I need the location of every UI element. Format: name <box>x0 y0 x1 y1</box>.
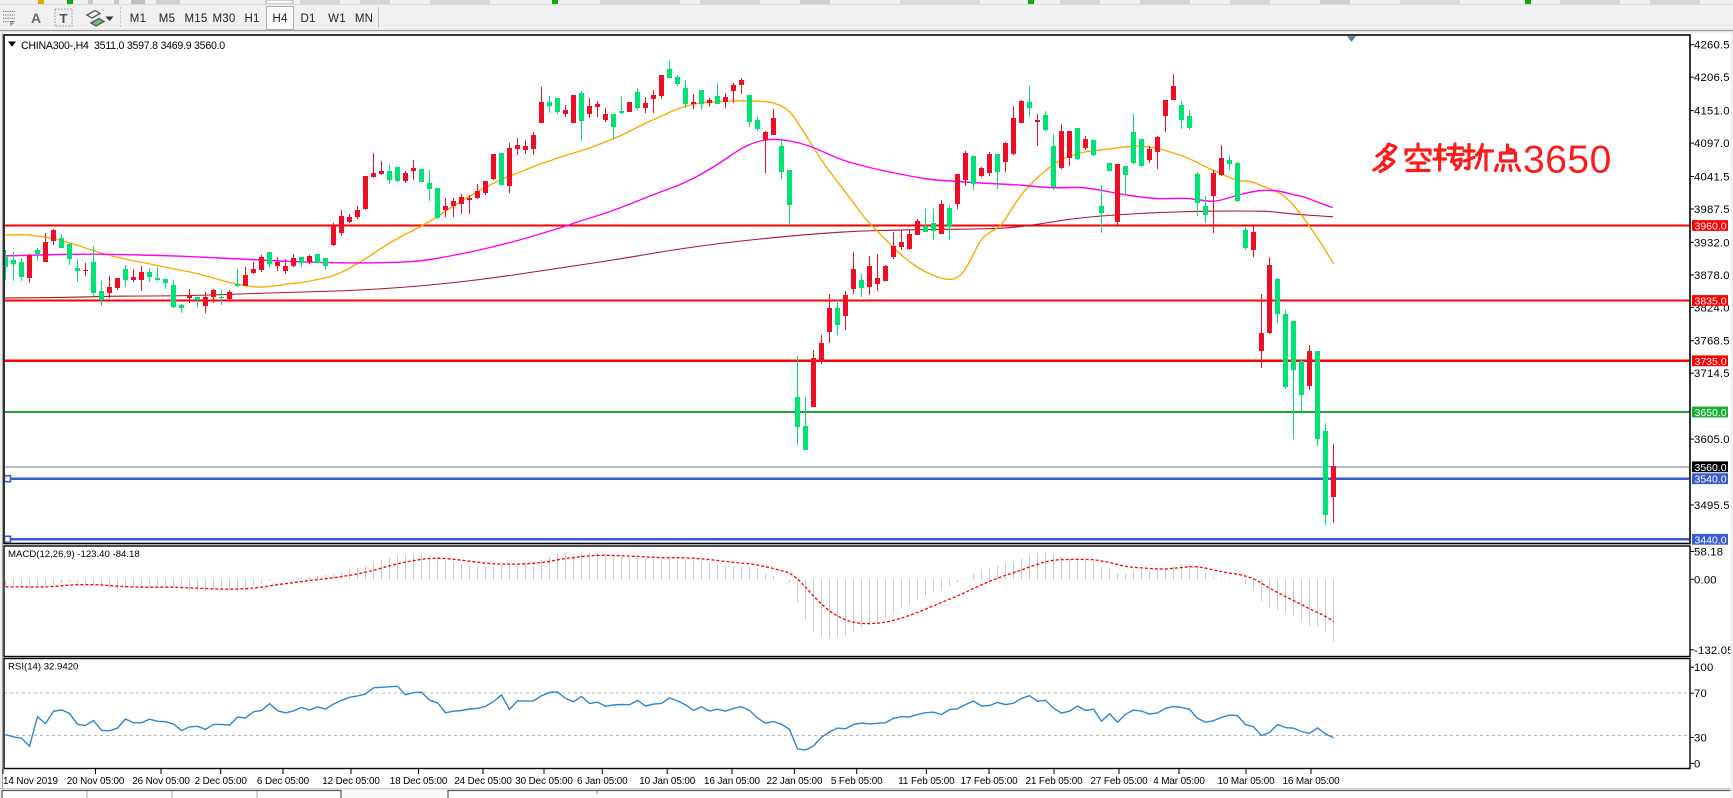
svg-text:M15: M15 <box>185 13 208 25</box>
svg-text:H4: H4 <box>272 13 288 25</box>
svg-text:4151.0: 4151.0 <box>1694 106 1730 118</box>
svg-text:MACD(12,26,9) -123.40 -84.18: MACD(12,26,9) -123.40 -84.18 <box>8 549 140 560</box>
svg-text:26 Nov 05:00: 26 Nov 05:00 <box>132 776 190 787</box>
svg-text:3835.0: 3835.0 <box>1695 296 1727 308</box>
svg-text:10 Jan 05:00: 10 Jan 05:00 <box>639 776 696 787</box>
svg-text:4260.5: 4260.5 <box>1694 40 1730 52</box>
svg-text:4041.5: 4041.5 <box>1694 172 1730 184</box>
svg-text:A: A <box>31 10 41 26</box>
svg-text:MN: MN <box>355 13 373 25</box>
svg-text:16 Jan 05:00: 16 Jan 05:00 <box>704 776 761 787</box>
svg-text:3987.5: 3987.5 <box>1694 204 1730 216</box>
svg-text:70: 70 <box>1694 688 1707 700</box>
svg-text:3768.5: 3768.5 <box>1694 336 1730 348</box>
svg-text:4 Mar 05:00: 4 Mar 05:00 <box>1153 776 1205 787</box>
svg-text:11 Feb 05:00: 11 Feb 05:00 <box>898 776 955 787</box>
svg-text:H1: H1 <box>244 13 259 25</box>
svg-text:6 Dec 05:00: 6 Dec 05:00 <box>257 776 310 787</box>
svg-text:14 Nov 2019: 14 Nov 2019 <box>3 776 59 787</box>
svg-text:4097.0: 4097.0 <box>1694 138 1730 150</box>
svg-text:M5: M5 <box>159 13 175 25</box>
svg-text:3878.0: 3878.0 <box>1694 270 1730 282</box>
svg-text:3735.0: 3735.0 <box>1695 356 1727 368</box>
svg-text:0.00: 0.00 <box>1694 574 1717 586</box>
svg-text:M30: M30 <box>213 13 236 25</box>
svg-text:6 Jan 05:00: 6 Jan 05:00 <box>577 776 628 787</box>
svg-text:22 Jan 05:00: 22 Jan 05:00 <box>766 776 823 787</box>
svg-text:3560.0: 3560.0 <box>1695 462 1727 474</box>
svg-text:4206.5: 4206.5 <box>1694 72 1730 84</box>
svg-text:3440.0: 3440.0 <box>1695 534 1727 546</box>
svg-text:27 Feb 05:00: 27 Feb 05:00 <box>1091 776 1149 787</box>
svg-text:3650.0: 3650.0 <box>1695 407 1727 419</box>
svg-text:RSI(14) 32.9420: RSI(14) 32.9420 <box>8 662 78 673</box>
svg-text:D1: D1 <box>300 13 315 25</box>
svg-text:18 Dec 05:00: 18 Dec 05:00 <box>390 776 448 787</box>
svg-text:12 Dec 05:00: 12 Dec 05:00 <box>322 776 380 787</box>
svg-text:5 Feb 05:00: 5 Feb 05:00 <box>831 776 883 787</box>
svg-text:3605.0: 3605.0 <box>1694 434 1730 446</box>
svg-text:3960.0: 3960.0 <box>1695 221 1727 233</box>
svg-text:24 Dec 05:00: 24 Dec 05:00 <box>454 776 512 787</box>
svg-text:M1: M1 <box>130 13 146 25</box>
svg-text:CHINA300-,H4 3511.0 3597.8 34: CHINA300-,H4 3511.0 3597.8 3469.9 3560.0 <box>21 40 225 52</box>
svg-text:3495.5: 3495.5 <box>1694 500 1730 512</box>
svg-text:-132.05: -132.05 <box>1694 645 1733 657</box>
svg-text:3540.0: 3540.0 <box>1695 474 1727 486</box>
svg-text:0: 0 <box>1694 758 1700 770</box>
svg-text:21 Feb 05:00: 21 Feb 05:00 <box>1026 776 1084 787</box>
svg-text:16 Mar 05:00: 16 Mar 05:00 <box>1283 776 1341 787</box>
svg-text:58.18: 58.18 <box>1694 547 1723 559</box>
svg-text:3714.5: 3714.5 <box>1694 368 1730 380</box>
svg-text:30 Dec 05:00: 30 Dec 05:00 <box>515 776 573 787</box>
svg-text:30: 30 <box>1694 732 1707 744</box>
svg-text:3650: 3650 <box>1523 139 1612 182</box>
svg-text:2 Dec 05:00: 2 Dec 05:00 <box>195 776 248 787</box>
svg-text:17 Feb 05:00: 17 Feb 05:00 <box>961 776 1019 787</box>
svg-text:10 Mar 05:00: 10 Mar 05:00 <box>1218 776 1276 787</box>
svg-text:20 Nov 05:00: 20 Nov 05:00 <box>67 776 125 787</box>
svg-text:T: T <box>60 11 68 26</box>
svg-text:W1: W1 <box>328 13 346 25</box>
svg-text:100: 100 <box>1694 662 1713 674</box>
svg-text:F: F <box>10 21 14 28</box>
svg-text:3932.0: 3932.0 <box>1694 237 1730 249</box>
